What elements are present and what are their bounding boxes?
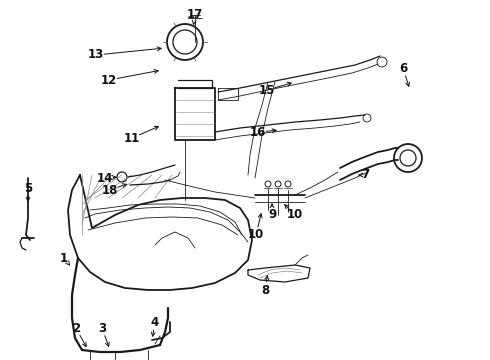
Text: 11: 11 — [124, 131, 140, 144]
Text: 4: 4 — [151, 315, 159, 328]
Text: 7: 7 — [361, 168, 369, 181]
Text: 1: 1 — [60, 252, 68, 265]
Text: 12: 12 — [101, 73, 117, 86]
Text: 9: 9 — [268, 208, 276, 221]
Text: 3: 3 — [98, 321, 106, 334]
Text: 10: 10 — [287, 208, 303, 221]
Text: 17: 17 — [187, 9, 203, 22]
Text: 2: 2 — [72, 321, 80, 334]
Text: 15: 15 — [259, 84, 275, 96]
Text: 8: 8 — [261, 284, 269, 297]
Text: 14: 14 — [97, 171, 113, 184]
Text: 6: 6 — [399, 62, 407, 75]
Text: 10: 10 — [248, 229, 264, 242]
Text: 5: 5 — [24, 181, 32, 194]
Text: 13: 13 — [88, 49, 104, 62]
Text: 16: 16 — [250, 126, 266, 139]
Text: 18: 18 — [102, 184, 118, 197]
